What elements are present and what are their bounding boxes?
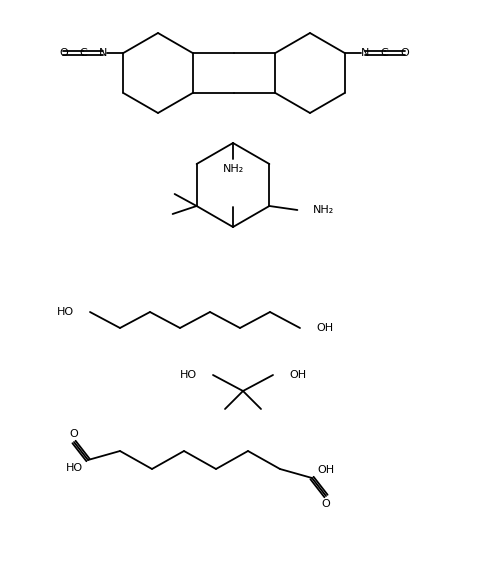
Text: N: N bbox=[99, 48, 108, 58]
Text: O: O bbox=[59, 48, 68, 58]
Text: NH₂: NH₂ bbox=[313, 205, 335, 215]
Text: HO: HO bbox=[180, 370, 197, 380]
Text: C: C bbox=[381, 48, 389, 58]
Text: OH: OH bbox=[318, 465, 335, 475]
Text: N: N bbox=[360, 48, 369, 58]
Text: OH: OH bbox=[289, 370, 306, 380]
Text: C: C bbox=[79, 48, 87, 58]
Text: NH₂: NH₂ bbox=[223, 164, 244, 174]
Text: OH: OH bbox=[316, 323, 333, 333]
Text: O: O bbox=[321, 499, 330, 509]
Text: O: O bbox=[400, 48, 409, 58]
Text: O: O bbox=[70, 429, 78, 439]
Text: HO: HO bbox=[57, 307, 74, 317]
Text: HO: HO bbox=[65, 463, 83, 473]
